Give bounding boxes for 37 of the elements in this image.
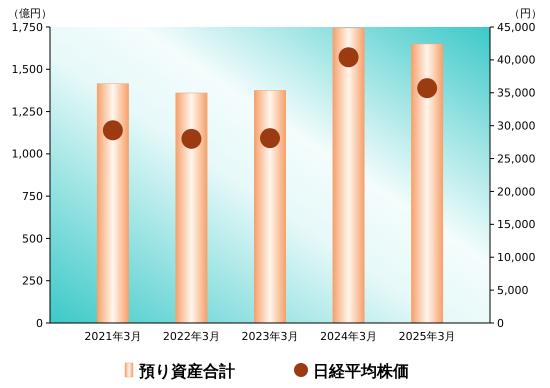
y2-tick-label: 30,000 [497, 120, 536, 133]
y-tick-label: 1,750 [12, 20, 43, 34]
y-tick-label: 1,500 [12, 63, 43, 76]
y2-tick-label: 15,000 [497, 218, 536, 232]
y-tick-label: 0 [36, 316, 43, 330]
y2-tick-label: 45,000 [497, 20, 536, 34]
y-tick-label: 750 [22, 190, 43, 203]
x-tick-label: 2025年3月 [398, 330, 456, 343]
y2-axis-title: （円） [509, 7, 542, 20]
point [102, 120, 123, 140]
legend-label: 預り資産合計 [138, 362, 235, 381]
bar [332, 28, 365, 324]
x-tick-label: 2021年3月 [84, 330, 142, 343]
point [417, 78, 438, 98]
y2-tick-label: 20,000 [497, 185, 536, 198]
y2-tick-label: 25,000 [497, 152, 536, 166]
bar [411, 44, 444, 324]
y-tick-label: 500 [22, 232, 43, 246]
y-tick-label: 250 [22, 274, 43, 288]
y2-tick-label: 40,000 [497, 54, 536, 67]
y-tick-label: 1,000 [12, 148, 43, 161]
x-tick-label: 2024年3月 [320, 330, 378, 343]
y2-tick-label: 0 [497, 316, 504, 330]
y-axis-title: （億円） [8, 7, 52, 20]
bar [254, 90, 286, 324]
bar [96, 83, 129, 324]
bar [175, 92, 208, 324]
x-tick-label: 2022年3月 [162, 330, 220, 343]
y2-tick-label: 10,000 [497, 251, 536, 264]
point [338, 47, 359, 68]
y2-tick-label: 35,000 [497, 86, 536, 100]
point [181, 128, 202, 149]
y2-tick-label: 5,000 [497, 284, 528, 297]
point [260, 128, 280, 148]
y-tick-label: 1,250 [12, 105, 43, 118]
legend-label: 日経平均株価 [313, 362, 409, 381]
x-tick-label: 2023年3月 [242, 330, 298, 343]
